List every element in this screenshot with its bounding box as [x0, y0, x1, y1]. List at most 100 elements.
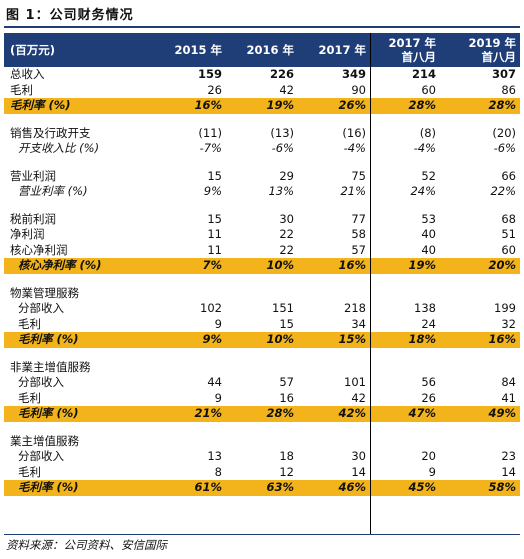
spacer-row — [4, 348, 520, 360]
row-value: 75 — [351, 168, 366, 183]
row-value: 47% — [408, 406, 436, 420]
row-value: 30 — [351, 449, 366, 463]
row-label: 毛利 — [18, 316, 41, 331]
table-header: (百万元) 2015 年 2016 年 2017 年 2017 年首八月 2019 年首… — [4, 33, 520, 67]
row-value: 58 — [351, 227, 366, 241]
row-value: 159 — [197, 67, 222, 81]
spacer-row — [4, 274, 520, 286]
table-row: 开支收入比 (%) -7% -6% -4% -4% -6% — [4, 141, 520, 157]
table-row: 業主增值服務 — [4, 434, 520, 450]
row-value: 26 — [421, 390, 436, 405]
row-value: 11 — [207, 242, 222, 257]
row-value: 42% — [338, 406, 366, 420]
row-value: 16% — [488, 332, 516, 346]
source-note: 资料来源：公司资料、安信国际 — [6, 538, 167, 552]
row-value: 138 — [414, 301, 436, 315]
row-value: (8) — [419, 125, 436, 140]
row-value: 57 — [351, 242, 366, 257]
row-value: 218 — [344, 301, 366, 315]
row-value: 226 — [269, 67, 294, 81]
row-value: 40 — [421, 242, 436, 257]
row-value: 28% — [266, 406, 294, 420]
row-value: (20) — [492, 125, 516, 140]
row-value: 102 — [200, 301, 222, 315]
row-value: 34 — [351, 316, 366, 331]
row-label: 毛利 — [18, 390, 41, 405]
row-value: 84 — [501, 375, 516, 389]
row-value: 24% — [410, 184, 436, 198]
row-value: 56 — [421, 375, 436, 389]
row-value: 15% — [338, 332, 366, 346]
row-value: 307 — [491, 67, 516, 81]
table-row: 总收入 159 226 349 214 307 — [4, 67, 520, 83]
row-label: 营业利率 (%) — [18, 184, 88, 198]
row-label: 税前利润 — [10, 211, 56, 226]
row-label: 开支收入比 (%) — [18, 141, 100, 155]
row-value: 199 — [494, 301, 516, 315]
row-value: 13 — [207, 449, 222, 463]
row-value: 41 — [501, 390, 516, 405]
row-value: 29 — [279, 168, 294, 183]
row-value: -4% — [343, 141, 366, 155]
table-row: 分部收入 102 151 218 138 199 — [4, 301, 520, 317]
header-col-0: 2015 年 — [174, 43, 222, 57]
header-col-4: 2019 年首八月 — [468, 36, 516, 64]
row-value: 30 — [279, 211, 294, 226]
row-label: 業主增值服務 — [10, 433, 79, 448]
row-value: 63% — [266, 480, 294, 494]
row-value: 23 — [501, 449, 516, 463]
table-row: 分部收入 13 18 30 20 23 — [4, 449, 520, 465]
row-label: 营业利润 — [10, 168, 56, 183]
row-value: -7% — [199, 141, 222, 155]
row-value: 10% — [266, 332, 294, 346]
row-value: 26% — [338, 98, 366, 112]
table-body: 总收入 159 226 349 214 307 毛利 26 42 90 60 86 毛利率 (%) 16%… — [4, 67, 520, 496]
row-label: 销售及行政开支 — [10, 125, 91, 140]
row-value: 19% — [266, 98, 294, 112]
row-value: 7% — [202, 258, 222, 272]
row-label: 毛利 — [10, 82, 33, 97]
row-value: 40 — [421, 227, 436, 241]
row-value: 20% — [488, 258, 516, 272]
row-value: (16) — [342, 125, 366, 140]
row-value: 44 — [207, 375, 222, 389]
row-value: 8 — [214, 464, 222, 479]
row-value: 68 — [501, 211, 516, 226]
row-value: (13) — [270, 125, 294, 140]
row-value: 21% — [340, 184, 366, 198]
row-value: 57 — [279, 375, 294, 389]
row-value: 9% — [202, 332, 222, 346]
spacer-row — [4, 157, 520, 169]
row-value: 9 — [214, 316, 222, 331]
table-row: 毛利率 (%) 16% 19% 26% 28% 28% — [4, 98, 520, 114]
spacer-row — [4, 114, 520, 126]
row-value: 19% — [408, 258, 436, 272]
table-row: 物業管理服務 — [4, 286, 520, 302]
table-row: 净利润 11 22 58 40 51 — [4, 227, 520, 243]
row-value: 13% — [268, 184, 294, 198]
row-value: 26 — [207, 82, 222, 97]
row-value: -4% — [413, 141, 436, 155]
row-value: (11) — [198, 125, 222, 140]
row-value: 22% — [490, 184, 516, 198]
row-value: 16 — [279, 390, 294, 405]
row-value: 151 — [272, 301, 294, 315]
row-value: 10% — [266, 258, 294, 272]
row-value: 22 — [279, 227, 294, 241]
row-value: -6% — [493, 141, 516, 155]
row-value: 20 — [421, 449, 436, 463]
row-value: 16% — [194, 98, 222, 112]
table-row: 税前利润 15 30 77 53 68 — [4, 212, 520, 228]
table-row: 毛利 26 42 90 60 86 — [4, 83, 520, 99]
table-row: 毛利率 (%) 21% 28% 42% 47% 49% — [4, 406, 520, 422]
row-label: 核心净利率 (%) — [18, 258, 102, 272]
header-col-3: 2017 年首八月 — [388, 36, 436, 64]
row-label: 总收入 — [10, 67, 45, 81]
row-value: 42 — [279, 82, 294, 97]
row-value: 66 — [501, 168, 516, 183]
row-value: 60 — [501, 242, 516, 257]
row-value: 349 — [341, 67, 366, 81]
row-value: 22 — [279, 242, 294, 257]
row-value: 101 — [344, 375, 366, 389]
table-row: 毛利 9 15 34 24 32 — [4, 317, 520, 333]
